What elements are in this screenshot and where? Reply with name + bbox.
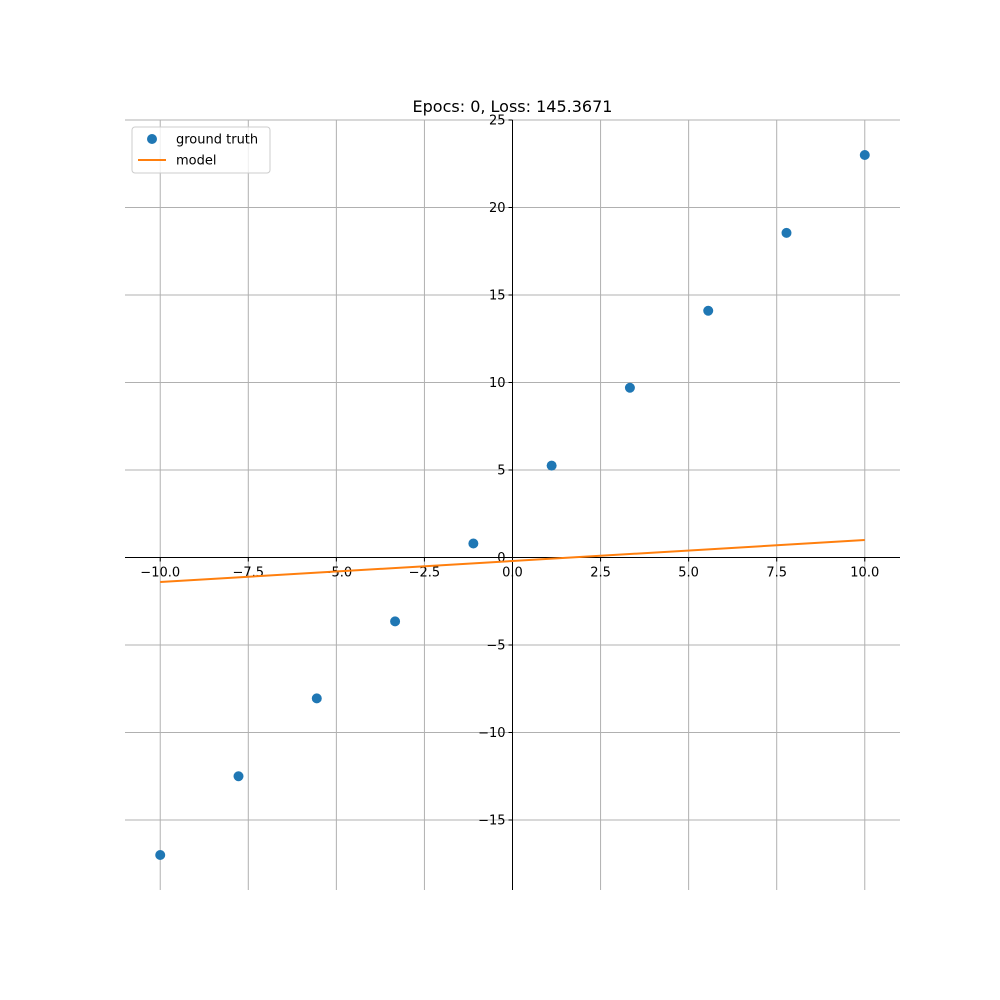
legend-marker-ground-truth bbox=[147, 134, 157, 144]
x-tick-label: 7.5 bbox=[766, 566, 787, 581]
y-tick-label: 0 bbox=[497, 551, 505, 566]
data-point-ground-truth bbox=[859, 150, 870, 160]
x-tick-label: 0.0 bbox=[502, 566, 523, 581]
x-tick-label: 2.5 bbox=[590, 566, 611, 581]
data-point-ground-truth bbox=[546, 460, 557, 471]
x-tick-label: 5.0 bbox=[678, 566, 699, 581]
data-point-ground-truth bbox=[624, 382, 635, 393]
y-tick-label: 15 bbox=[489, 289, 506, 304]
x-tick-label: −10.0 bbox=[140, 566, 180, 581]
legend-label-model: model bbox=[176, 154, 216, 169]
y-tick-label: 20 bbox=[489, 201, 506, 216]
data-point-ground-truth bbox=[311, 693, 322, 704]
x-tick-label: −2.5 bbox=[409, 566, 441, 581]
y-tick-label: −10 bbox=[478, 726, 505, 741]
y-tick-label: −15 bbox=[478, 814, 505, 829]
y-tick-label: 5 bbox=[497, 464, 505, 479]
x-tick-label: −5.0 bbox=[321, 566, 353, 581]
tick-labels: −10.0 −7.5 −5.0 −2.5 0.0 2.5 5.0 7.5 10.0−15−10−… bbox=[140, 114, 879, 829]
y-tick-label: 25 bbox=[489, 114, 506, 129]
data-point-ground-truth bbox=[390, 616, 401, 627]
x-tick-label: 10.0 bbox=[850, 566, 879, 581]
chart-title: Epocs: 0, Loss: 145.3671 bbox=[413, 97, 613, 116]
y-tick-label: 10 bbox=[489, 376, 506, 391]
legend: ground truth model bbox=[131, 126, 271, 174]
data-point-ground-truth bbox=[703, 305, 714, 316]
y-tick-label: −5 bbox=[486, 639, 505, 654]
plot-area bbox=[155, 150, 870, 860]
legend-label-ground-truth: ground truth bbox=[176, 133, 258, 148]
legend-box bbox=[131, 126, 271, 174]
data-point-ground-truth bbox=[781, 227, 792, 238]
data-point-ground-truth bbox=[468, 538, 479, 549]
series-line-model bbox=[160, 539, 865, 583]
data-point-ground-truth bbox=[233, 771, 244, 782]
data-point-ground-truth bbox=[155, 850, 166, 860]
